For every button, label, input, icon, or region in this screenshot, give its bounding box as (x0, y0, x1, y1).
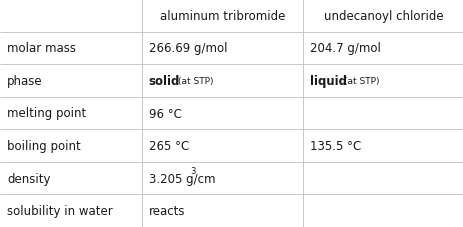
Text: 3.205 g/cm: 3.205 g/cm (148, 172, 214, 185)
Text: 266.69 g/mol: 266.69 g/mol (148, 42, 226, 55)
Text: 96 °C: 96 °C (148, 107, 181, 120)
Text: molar mass: molar mass (7, 42, 76, 55)
Text: boiling point: boiling point (7, 139, 81, 152)
Text: (at STP): (at STP) (177, 76, 213, 86)
Text: reacts: reacts (148, 204, 185, 217)
Text: (at STP): (at STP) (344, 76, 379, 86)
Text: 204.7 g/mol: 204.7 g/mol (309, 42, 380, 55)
Text: phase: phase (7, 75, 43, 88)
Text: 3: 3 (190, 167, 195, 176)
Text: liquid: liquid (309, 75, 346, 88)
Text: solubility in water: solubility in water (7, 204, 113, 217)
Text: aluminum tribromide: aluminum tribromide (159, 10, 284, 23)
Text: solid: solid (148, 75, 180, 88)
Text: melting point: melting point (7, 107, 86, 120)
Text: 135.5 °C: 135.5 °C (309, 139, 361, 152)
Text: undecanoyl chloride: undecanoyl chloride (323, 10, 442, 23)
Text: 265 °C: 265 °C (148, 139, 188, 152)
Text: density: density (7, 172, 50, 185)
